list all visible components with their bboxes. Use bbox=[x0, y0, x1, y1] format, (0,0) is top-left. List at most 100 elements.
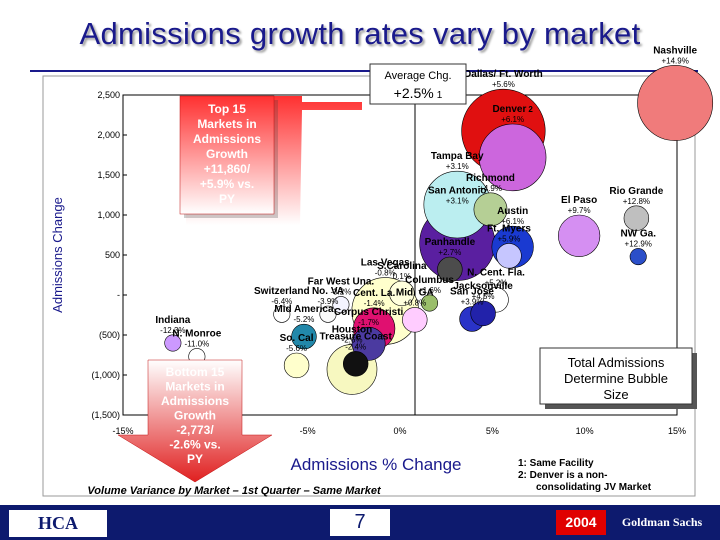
bubble-name: Far West Una. bbox=[308, 276, 375, 287]
bubble-name: Rio Grande bbox=[609, 186, 663, 197]
page-number: 7 bbox=[330, 509, 390, 536]
bubble-value-label: +12.8% bbox=[623, 197, 650, 206]
bubble-name: Jacksonville bbox=[453, 281, 513, 292]
y-tick-label: - bbox=[117, 290, 120, 300]
bubble-name: Nashville bbox=[653, 45, 697, 56]
x-tick-label: 10% bbox=[576, 426, 594, 436]
bubble-name: Corpus Christi bbox=[334, 307, 404, 318]
bubble-name: Cent. La. bbox=[353, 288, 395, 299]
top-callout-line: Growth bbox=[206, 147, 248, 161]
bubble-name: Las Vegas bbox=[361, 258, 410, 269]
bubble-value-label: +5.2% bbox=[485, 278, 508, 287]
bubble bbox=[470, 300, 496, 327]
bubble-value-label: +1.6% bbox=[418, 286, 441, 295]
bubble-value-label: -3.2% bbox=[330, 287, 351, 296]
bubble-value-label: -1.7% bbox=[358, 318, 379, 327]
y-tick-label: (1,000) bbox=[91, 370, 120, 380]
bubble-name: San Jose bbox=[450, 287, 494, 298]
bubble-value-label: +3.1% bbox=[446, 162, 469, 171]
bubble-value-label: -2.4% bbox=[345, 342, 366, 351]
y-tick-label: 500 bbox=[105, 250, 120, 260]
bubble-name: Panhandle bbox=[425, 237, 476, 248]
x-tick-label: -5% bbox=[300, 426, 316, 436]
bubble-value-label: -11.0% bbox=[184, 339, 209, 348]
bubble-value-label: +3.9% bbox=[461, 298, 484, 307]
bubble-value-label: +6.1% bbox=[501, 217, 524, 226]
bubble-name: No. VA bbox=[312, 286, 344, 297]
bubble-name: N. Cent. Fla. bbox=[467, 267, 525, 278]
bubble-value-label: +5.6% bbox=[492, 80, 515, 89]
y-tick-label: (1,500) bbox=[91, 410, 120, 420]
average-label: Average Chg. bbox=[384, 70, 451, 82]
bubble-name: N. Monroe bbox=[172, 328, 221, 339]
footnote-line: consolidating JV Market bbox=[536, 482, 652, 493]
goldman-sachs-logo: Goldman Sachs bbox=[621, 515, 703, 529]
top-callout-line: Admissions bbox=[193, 132, 261, 146]
bubble-value-label: -2.6% bbox=[342, 335, 363, 344]
bubble-value-label: -5.6% bbox=[286, 344, 307, 353]
bubble-value-label: +0.8% bbox=[403, 298, 426, 307]
bubble-name: Houston bbox=[332, 324, 373, 335]
page-title: Admissions growth rates vary by market bbox=[79, 16, 641, 51]
bubble bbox=[629, 248, 647, 266]
top-callout-line: Top 15 bbox=[208, 102, 246, 116]
y-tick-label: 1,500 bbox=[97, 170, 120, 180]
bubble bbox=[421, 294, 439, 312]
bubble-name: Mid. GA bbox=[396, 287, 434, 298]
bubble bbox=[164, 334, 182, 352]
x-tick-label: 0% bbox=[393, 426, 406, 436]
bottom-callout-line: -2,773/ bbox=[176, 423, 214, 437]
bubble-value-label: +6.1% bbox=[501, 115, 524, 124]
bubble-value-label: +5.9% bbox=[498, 234, 521, 243]
bubble bbox=[637, 65, 714, 141]
x-tick-label: 15% bbox=[668, 426, 686, 436]
bubble-name: NW Ga. bbox=[620, 228, 656, 239]
bubble-layer bbox=[164, 65, 714, 395]
bubble bbox=[402, 307, 428, 333]
bubble-value-label: +9.7% bbox=[568, 206, 591, 215]
top-callout-line: +11,860/ bbox=[204, 162, 251, 176]
y-tick-label: 2,500 bbox=[97, 90, 120, 100]
bubble bbox=[558, 214, 601, 257]
bubble-name: Mid America bbox=[274, 304, 334, 315]
bubble-name: Dallas/ Ft. Worth bbox=[464, 69, 543, 80]
y-axis-label: Admissions Change bbox=[50, 197, 65, 313]
bubble-value-label: -0.8% bbox=[375, 269, 396, 278]
bottom-callout-line: Growth bbox=[174, 409, 216, 423]
bubble-name: So. Cal bbox=[280, 333, 314, 344]
bubble-name: San Antonio bbox=[428, 185, 487, 196]
average-value: +2.5% 1 bbox=[394, 85, 443, 101]
bubble-name: Columbus bbox=[405, 275, 454, 286]
y-tick-label: (500) bbox=[99, 330, 120, 340]
bubble bbox=[437, 256, 463, 283]
hca-logo: HCA bbox=[8, 509, 108, 538]
legend-box bbox=[539, 347, 693, 405]
bubble bbox=[342, 351, 369, 377]
bubble bbox=[291, 323, 317, 350]
bubble-name: Indiana bbox=[155, 315, 190, 326]
x-tick-label: 5% bbox=[486, 426, 499, 436]
bubble-value-label: +2.7% bbox=[438, 248, 461, 257]
average-box bbox=[369, 63, 467, 105]
bubble-value-label: -1.4% bbox=[364, 299, 385, 308]
title-rule bbox=[30, 70, 698, 72]
x-tick-label: -15% bbox=[112, 426, 133, 436]
bubble bbox=[473, 192, 508, 227]
top-callout-line: +5.9% vs. bbox=[200, 177, 254, 191]
bubble-value-label: +4.9% bbox=[479, 184, 502, 193]
y-axis: 2,500 2,000 1,500 1,000 500 - (500) (1,000) (1,5… bbox=[91, 90, 127, 420]
bubble-name: Richmond bbox=[466, 173, 515, 184]
bubble-value-label: -5.2% bbox=[294, 315, 315, 324]
top-callout-fill bbox=[179, 95, 275, 215]
x-axis-label: Admissions % Change bbox=[290, 455, 461, 474]
bubble-name: Treasure Coast bbox=[320, 331, 393, 342]
bubble bbox=[283, 352, 310, 379]
bottom-callout-line: Markets in bbox=[165, 380, 224, 394]
bubble-name: Tampa Bay bbox=[431, 151, 484, 162]
bottom-callout-line: Admissions bbox=[161, 394, 229, 408]
